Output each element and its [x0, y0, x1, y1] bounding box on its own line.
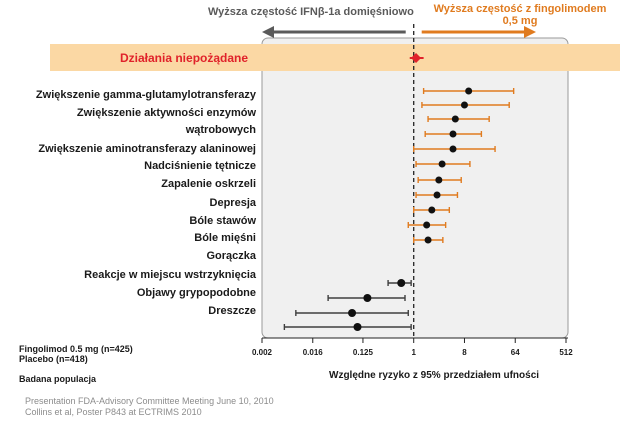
- x-tick-label: 8: [462, 348, 467, 357]
- row-label: Bóle stawów: [189, 215, 256, 227]
- estimate-point: [424, 236, 432, 244]
- adverse-events-band: [50, 44, 620, 71]
- x-tick-label: 0.002: [251, 348, 273, 357]
- row-label: Bóle mięśni: [194, 232, 256, 244]
- row-label: Zwiększenie aminotransferazy alaninowej: [38, 143, 256, 155]
- x-tick-label: 0.016: [302, 348, 323, 357]
- overall-marker: [411, 53, 422, 63]
- estimate-point: [423, 221, 431, 229]
- row-label: Dreszcze: [208, 305, 256, 317]
- row-label: Zapalenie oskrzeli: [161, 178, 256, 190]
- source-line-1: Presentation FDA-Advisory Committee Meet…: [25, 396, 274, 406]
- estimate-point: [438, 160, 446, 168]
- population-label: Badana populacja: [19, 374, 97, 384]
- header-right-label: Wyższa częstość z fingolimodem 0,5 mg: [433, 3, 607, 27]
- row-label: Gorączka: [206, 250, 256, 262]
- row-label: Objawy grypopodobne: [136, 287, 256, 299]
- plot-panel: [261, 37, 569, 339]
- band-label: Działania niepożądane: [120, 51, 249, 65]
- row-label: Depresja: [209, 197, 256, 209]
- x-axis-label: Względne ryzyko z 95% przedziałem ufnośc…: [329, 370, 540, 381]
- estimate-point: [397, 279, 406, 287]
- estimate-point: [353, 323, 362, 331]
- legend-fingolimod: Fingolimod 0.5 mg (n=425): [19, 344, 133, 354]
- row-label: Nadciśnienie tętnicze: [144, 160, 256, 172]
- legend-placebo: Placebo (n=418): [19, 354, 88, 364]
- row-label: wątrobowych: [185, 124, 256, 136]
- row-label: Zwiększenie gamma-glutamylotransferazy: [35, 89, 256, 101]
- header-left-arrowhead: [262, 26, 274, 38]
- estimate-point: [428, 206, 436, 214]
- estimate-point: [451, 115, 459, 123]
- estimate-point: [433, 191, 441, 199]
- x-tick-label: 0.125: [352, 348, 373, 357]
- x-tick-label: 1: [411, 348, 416, 357]
- header-right-arrowhead: [524, 26, 536, 38]
- row-label: Zwiększenie aktywności enzymów: [76, 107, 256, 119]
- header-left-label: Wyższa częstość IFNβ-1a domięśniowo: [208, 6, 414, 18]
- estimate-point: [435, 176, 443, 184]
- estimate-point: [465, 87, 473, 95]
- estimate-point: [348, 309, 357, 317]
- estimate-point: [460, 101, 468, 109]
- x-tick-label: 64: [510, 348, 520, 357]
- estimate-point: [449, 130, 457, 138]
- x-tick-label: 512: [559, 348, 573, 357]
- estimate-point: [363, 294, 372, 302]
- estimate-point: [449, 145, 457, 153]
- source-line-2: Collins et al, Poster P843 at ECTRIMS 20…: [25, 407, 202, 417]
- row-label: Reakcje w miejscu wstrzyknięcia: [84, 269, 256, 281]
